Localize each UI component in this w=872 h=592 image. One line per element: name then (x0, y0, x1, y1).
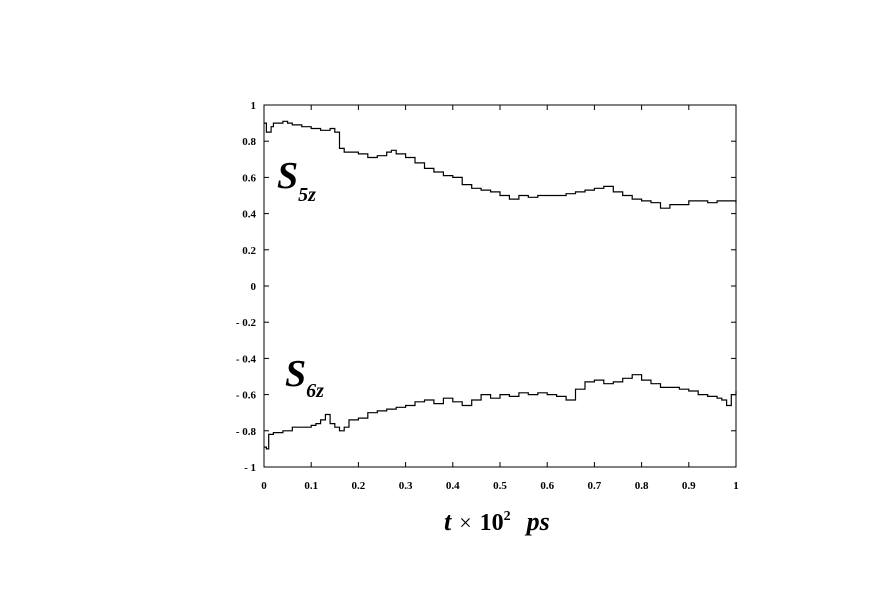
y-tick-label: 0.2 (242, 245, 256, 257)
y-tick-label: 0 (251, 281, 257, 293)
series-label-s6z: S6z (285, 353, 324, 402)
x-axis-title-unit: ps (525, 507, 550, 536)
series-label-s6z-sub: 6z (306, 380, 324, 402)
y-tick-label: - 1 (244, 462, 256, 474)
y-axis-ticks: 1 0.8 0.6 0.4 0.2 0 - 0.2 - 0.4 - 0.6 - 0.8 - 1 (236, 100, 736, 474)
x-tick-label: 0.6 (540, 480, 554, 492)
y-tick-label: 1 (251, 100, 257, 112)
series-line-s6z (264, 374, 737, 450)
series-label-s6z-main: S (285, 353, 306, 395)
x-tick-label: 0.1 (304, 480, 318, 492)
x-axis-title-base: 10 (480, 510, 504, 536)
x-tick-label: 0.7 (588, 480, 602, 492)
x-tick-label: 0.4 (446, 480, 460, 492)
x-tick-label: 0.3 (399, 480, 413, 492)
plot-frame (263, 104, 737, 468)
series-label-s5z-main: S (277, 155, 298, 197)
y-tick-label: - 0.6 (236, 390, 257, 402)
x-tick-label: 0.8 (635, 480, 649, 492)
x-tick-label: 0.9 (682, 480, 696, 492)
x-tick-label: 1 (733, 480, 739, 492)
x-tick-label: 0.2 (352, 480, 366, 492)
y-tick-label: - 0.4 (236, 353, 257, 365)
x-axis-title-times: × (459, 510, 471, 535)
y-tick-label: - 0.2 (236, 317, 257, 329)
x-tick-label: 0 (261, 480, 267, 492)
series-label-s5z-sub: 5z (298, 184, 316, 206)
x-axis-title-exp: 2 (504, 509, 511, 524)
x-axis-title: t × 102 ps (444, 507, 550, 536)
y-tick-label: 0.4 (242, 209, 256, 221)
x-axis-title-var: t (444, 507, 452, 536)
series-label-s5z: S5z (277, 155, 316, 206)
y-tick-label: 0.6 (242, 172, 256, 184)
x-tick-label: 0.5 (493, 480, 507, 492)
y-tick-label: 0.8 (242, 136, 256, 148)
series-line-s5z (264, 120, 737, 209)
y-tick-label: - 0.8 (236, 426, 257, 438)
x-axis-ticks: 0 0.1 0.2 0.3 0.4 0.5 0.6 0.7 0.8 0.9 1 (261, 105, 739, 492)
series-layer (264, 120, 737, 450)
